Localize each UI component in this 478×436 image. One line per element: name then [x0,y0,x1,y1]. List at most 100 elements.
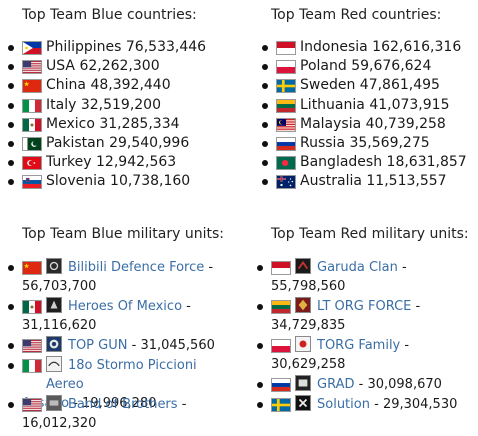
country-name: Turkey [46,154,92,171]
country-name: Mexico [46,115,95,132]
indonesia-flag [271,261,291,275]
country-value: 162,616,316 [372,39,462,55]
list-item: Indonesia 162,616,316 [262,38,467,57]
unit-value: 30,098,670 [367,377,442,392]
lithuania-flag [276,98,296,113]
red-countries-list: Indonesia 162,616,316 Poland 59,676,624 … [262,38,467,192]
unit-link-18o-stormo[interactable]: 18o Stormo Piccioni Aereo [46,358,197,392]
unit-link-band-of-brothers[interactable]: Band of Brothers [68,397,178,412]
country-name: Australia [300,173,362,190]
unit-link-bilibili-defence-force[interactable]: Bilibili Defence Force [68,260,205,275]
unit-link-torg-family[interactable]: TORG Family [317,338,401,353]
usa-flag [22,339,42,353]
list-item: Band of Brothers - 16,012,320 [8,395,232,433]
country-name: Russia [300,134,346,151]
list-item: Slovenia 10,738,160 [7,172,206,191]
unit-emblem-icon[interactable] [295,297,311,313]
unit-emblem-icon[interactable] [46,356,62,372]
list-item: Russia 35,569,275 [262,134,467,153]
list-item: Poland 59,676,624 [262,57,467,76]
list-item: Turkey 12,942,563 [7,153,206,172]
unit-emblem-icon[interactable] [295,258,311,274]
unit-emblem-icon[interactable] [46,395,62,411]
slovenia-flag [22,175,42,190]
list-item: Philippines 76,533,446 [7,38,207,57]
italy-flag [22,98,42,113]
unit-emblem-icon[interactable] [46,258,62,274]
unit-link-grad[interactable]: GRAD [317,377,355,392]
country-value: 12,942,563 [96,154,177,171]
usa-flag [22,60,42,75]
poland-flag [276,60,296,75]
country-name: Italy [46,96,77,113]
list-item: Bilibili Defence Force - 56,703,700 [8,258,232,296]
unit-emblem-icon[interactable] [295,336,311,352]
sweden-flag [271,398,291,412]
country-value: 47,861,495 [359,77,440,94]
blue-units-title: Top Team Blue military units: [22,226,224,242]
country-name: Malaysia [300,115,362,132]
country-value: 41,073,915 [369,96,450,113]
unit-emblem-icon[interactable] [46,297,62,313]
list-item: USA 62,262,300 [7,57,206,76]
country-value: 59,676,624 [351,58,432,75]
country-value: 62,262,300 [79,58,160,75]
blue-units-list: Bilibili Defence Force - 56,703,700 Hero… [8,258,232,434]
country-value: 40,739,258 [365,115,446,132]
country-name: Bangladesh [300,154,383,171]
unit-value: 34,729,835 [271,318,346,333]
list-item: LT ORG FORCE - 34,729,835 [257,297,478,335]
unit-value: 16,012,320 [22,416,97,431]
list-item: Italy 32,519,200 [7,96,206,115]
country-name: Indonesia [300,39,368,55]
bangladesh-flag [276,156,296,171]
unit-value: 31,045,560 [140,338,215,353]
china-flag [22,261,42,275]
red-units-title: Top Team Red military units: [271,226,469,242]
malaysia-flag [276,117,296,132]
lithuania-flag [271,300,291,314]
unit-link-garuda-clan[interactable]: Garuda Clan [317,260,398,275]
unit-value: 55,798,560 [271,279,346,294]
list-item: Pakistan 29,540,996 [7,134,206,153]
unit-link-solution[interactable]: Solution [317,397,370,412]
unit-emblem-icon[interactable] [295,375,311,391]
country-value: 18,631,857 [386,154,467,171]
unit-link-lt-org-force[interactable]: LT ORG FORCE [317,299,412,314]
country-name: Sweden [300,77,356,94]
list-item: Bangladesh 18,631,857 [262,153,467,172]
country-name: USA [46,58,75,75]
list-item: 18o Stormo Piccioni AereoAssalto - 19,99… [8,356,232,411]
blue-countries-title: Top Team Blue countries: [22,7,197,23]
country-value: 76,533,446 [125,39,207,55]
unit-emblem-icon[interactable] [295,395,311,411]
usa-flag [22,398,42,412]
list-item: Heroes Of Mexico - 31,116,620 [8,297,232,335]
mexico-flag [22,300,42,314]
country-value: 48,392,440 [90,77,171,94]
red-units-list: Garuda Clan - 55,798,560 LT ORG FORCE - … [257,258,478,415]
unit-value: 30,629,258 [271,357,346,372]
pakistan-flag [22,136,42,151]
country-value: 31,285,334 [99,115,180,132]
list-item: GRAD - 30,098,670 [257,375,478,394]
turkey-flag [22,156,42,171]
list-item: Sweden 47,861,495 [262,76,467,95]
country-value: 10,738,160 [110,173,191,190]
sweden-flag [276,79,296,94]
country-value: 29,540,996 [109,134,190,151]
russia-flag [276,136,296,151]
unit-link-heroes-of-mexico[interactable]: Heroes Of Mexico [68,299,183,314]
country-value: 35,569,275 [349,134,430,151]
list-item: TOP GUN - 31,045,560 [8,336,232,355]
mexico-flag [22,117,42,132]
unit-emblem-icon[interactable] [46,336,62,352]
unit-value: 56,703,700 [22,279,97,294]
country-name: Slovenia [46,173,106,190]
china-flag [22,79,42,94]
country-value: 32,519,200 [80,96,161,113]
country-name: Lithuania [300,96,365,113]
unit-link-top-gun[interactable]: TOP GUN [68,338,128,353]
unit-value: 29,304,530 [382,397,458,412]
country-name: China [46,77,86,94]
